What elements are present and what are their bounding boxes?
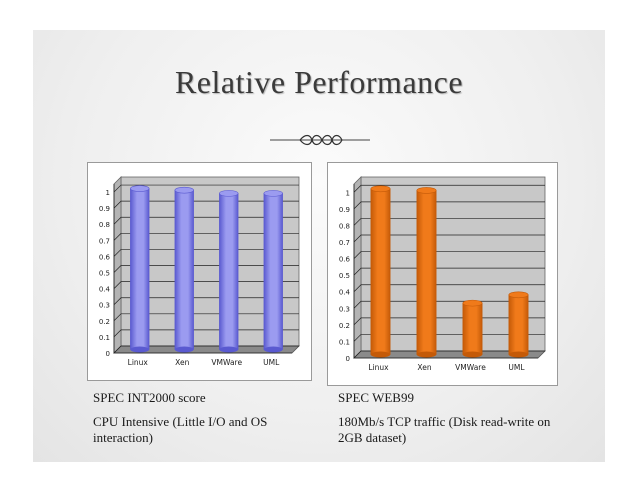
chart-spec-web99: 0 0.1 0.2 0.3 0.4 0.5 0.6 0.7 0.8 0.9 1 Linux Xen VMW… (327, 162, 558, 386)
bar-top (416, 187, 437, 194)
gridline (113, 345, 299, 354)
x-category-label: Linux (368, 363, 389, 372)
bar-top (174, 186, 194, 194)
bar-base (174, 346, 194, 353)
gridline (113, 281, 299, 289)
x-category-label: VMWare (211, 358, 242, 367)
caption-left-title: SPEC INT2000 score (93, 390, 206, 405)
bar-body (370, 188, 391, 355)
bar-body (508, 294, 529, 355)
y-tick-label: 0.4 (339, 289, 351, 297)
y-tick-label: 0.9 (99, 205, 110, 213)
bar-body (416, 190, 437, 355)
y-tick-label: 0.5 (339, 272, 350, 280)
bar-base (130, 346, 150, 353)
bar (174, 186, 194, 353)
bar-base (416, 351, 437, 358)
gridline (353, 267, 545, 276)
bar (263, 190, 283, 353)
y-tick-label: 0.7 (339, 239, 350, 247)
chart-right-svg: 0 0.1 0.2 0.3 0.4 0.5 0.6 0.7 0.8 0.9 1 Linux Xen VMW… (339, 176, 546, 372)
gridline (353, 317, 545, 326)
gridline (113, 297, 299, 305)
bar-top (462, 299, 483, 307)
caption-right-description: 180Mb/s TCP traffic (Disk read-write on … (338, 414, 551, 445)
gridline (353, 334, 545, 342)
caption-right-title: SPEC WEB99 (338, 390, 414, 405)
x-category-label: VMWare (455, 363, 486, 372)
y-tick-label: 0.2 (339, 322, 350, 330)
gridline (353, 284, 545, 292)
bar-base (219, 346, 239, 353)
gridline (353, 300, 545, 309)
bar-top (130, 185, 150, 192)
y-tick-label: 0.4 (99, 286, 111, 294)
bar (416, 187, 437, 358)
bar (370, 185, 391, 358)
x-category-label: Linux (128, 358, 149, 367)
gridline (353, 184, 545, 193)
plot-side-wall (353, 176, 362, 359)
x-category-label: UML (508, 363, 525, 372)
gridline (113, 313, 299, 322)
bar (130, 185, 150, 353)
y-tick-label: 0.1 (339, 338, 350, 346)
y-tick-label: 0.1 (99, 334, 110, 342)
gridline (353, 218, 545, 226)
bar-body (219, 193, 239, 350)
y-tick-label: 0.6 (99, 253, 111, 261)
gridline (353, 350, 545, 359)
bar-base (370, 351, 391, 358)
bar (462, 299, 483, 358)
y-tick-label: 0 (346, 355, 350, 363)
gridline (113, 265, 299, 273)
bar-body (462, 302, 483, 355)
y-tick-label: 1 (346, 189, 350, 197)
gridline (113, 329, 299, 338)
chart-left-svg: 0 0.1 0.2 0.3 0.4 0.5 0.6 0.7 0.8 0.9 1 Linux Xen VMW… (99, 176, 300, 367)
bar-body (130, 188, 150, 350)
bar-base (508, 351, 529, 358)
plot-side-wall (113, 176, 122, 354)
x-category-label: Xen (417, 363, 431, 372)
bar-base (462, 351, 483, 358)
bar-top (370, 185, 391, 193)
bar (508, 291, 529, 358)
gridline (353, 251, 545, 259)
bar-base (263, 346, 283, 353)
y-tick-label: 0.8 (339, 222, 350, 230)
gridline (353, 201, 545, 210)
y-tick-label: 0.3 (339, 305, 350, 313)
gridline (113, 216, 299, 225)
gridline (113, 200, 299, 209)
chart-spec-int2000: 0 0.1 0.2 0.3 0.4 0.5 0.6 0.7 0.8 0.9 1 Linux Xen VMW… (87, 162, 312, 381)
bar (219, 190, 239, 353)
gridline (113, 232, 299, 241)
y-tick-label: 0.7 (99, 237, 110, 245)
y-tick-label: 0.6 (339, 256, 351, 264)
slide-title: Relative Performance (174, 64, 464, 100)
x-category-label: Xen (175, 358, 189, 367)
gridline (353, 234, 545, 243)
bar-top (263, 190, 283, 197)
y-tick-label: 0 (106, 350, 110, 358)
gridline (113, 184, 299, 193)
caption-left-description: CPU Intensive (Little I/O and OS interac… (93, 414, 268, 445)
bar-top (219, 190, 239, 197)
y-tick-label: 0.3 (99, 302, 110, 310)
y-tick-label: 0.2 (99, 318, 110, 326)
y-tick-label: 0.5 (99, 270, 110, 278)
bar-body (263, 193, 283, 350)
gridline (113, 249, 299, 257)
ornament-divider (270, 134, 370, 146)
x-category-label: UML (263, 358, 280, 367)
y-tick-label: 1 (106, 189, 110, 197)
y-tick-label: 0.8 (99, 221, 110, 229)
bar-top (508, 291, 529, 299)
bar-body (174, 189, 194, 350)
y-tick-label: 0.9 (339, 206, 350, 214)
